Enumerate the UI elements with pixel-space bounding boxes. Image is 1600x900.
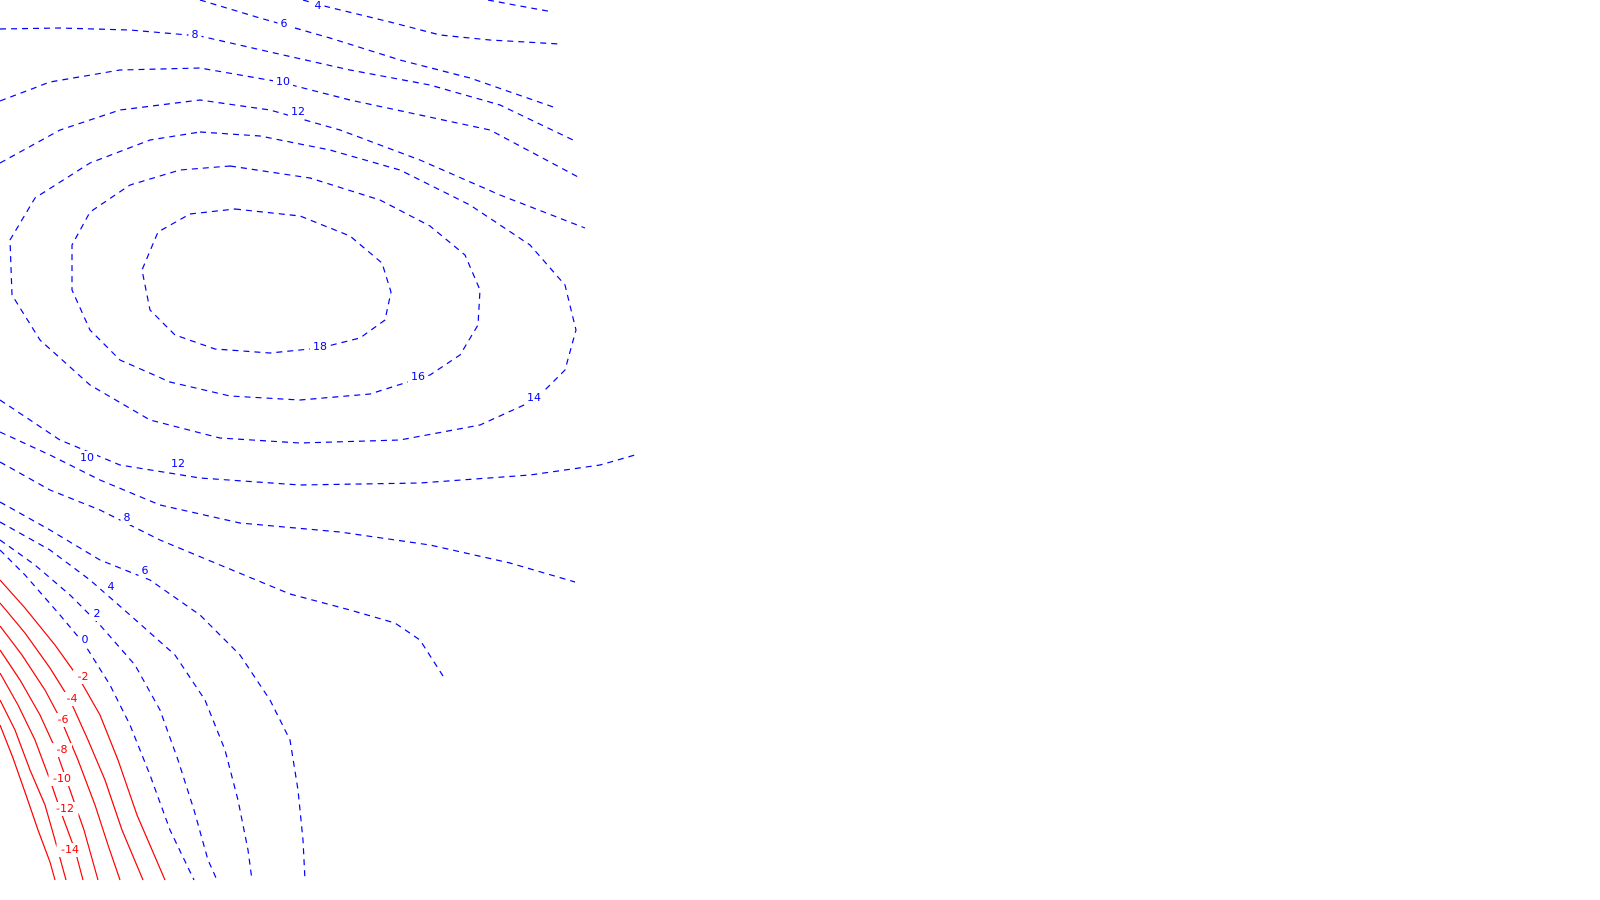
contour-label-10-2: 10 <box>80 451 94 464</box>
contour-label--6-1: -6 <box>58 713 69 726</box>
contour-label--14-1: -14 <box>61 843 79 856</box>
contour-label-bg--12-1 <box>51 802 79 816</box>
contour-label--2-1: -2 <box>78 670 89 683</box>
contour-label-bg--14-1 <box>56 843 84 857</box>
contour-label-6-2: 6 <box>142 564 149 577</box>
contour-line--14-1 <box>0 724 56 881</box>
contour-label-4-2: 4 <box>108 580 115 593</box>
contour-label-8-2: 8 <box>124 511 131 524</box>
contour-line-2-1 <box>0 539 218 881</box>
contour-label-bg-2-1 <box>90 607 104 621</box>
contour-label--12-1: -12 <box>56 802 74 815</box>
contour-line-12-1 <box>0 99 586 229</box>
contour-label-bg-8-2 <box>120 511 134 525</box>
contour-line-0-2 <box>487 0 554 13</box>
contour-label-4-1: 4 <box>315 0 322 12</box>
contour-label-bg--10-1 <box>48 772 76 786</box>
contour-lines <box>0 0 636 881</box>
contour-label-bg-6-2 <box>138 564 152 578</box>
contour-label-bg-4-1 <box>311 0 325 13</box>
contour-label-12-2: 12 <box>171 457 185 470</box>
contour-label-bg-16-1 <box>408 370 428 384</box>
contour-label-bg-12-2 <box>168 457 188 471</box>
contour-label--4-1: -4 <box>67 692 78 705</box>
contour-label-bg--2-1 <box>73 670 93 684</box>
contour-label--10-1: -10 <box>53 772 71 785</box>
contour-label-8-1: 8 <box>192 28 199 41</box>
contour-label-bg-18-1 <box>310 340 330 354</box>
contour-line-8-2 <box>0 461 444 677</box>
contour-line-12-2 <box>0 399 636 486</box>
contour-label-16-1: 16 <box>411 370 425 383</box>
contour-line-4-2 <box>0 521 253 881</box>
contour-label-bg-12-1 <box>288 105 308 119</box>
contour-line-16-1 <box>71 165 481 401</box>
contour-label-12-1: 12 <box>291 105 305 118</box>
contour-line--6-1 <box>0 625 121 881</box>
contour-line-8-1 <box>0 27 574 141</box>
contour-label-6-1: 6 <box>281 17 288 30</box>
contour-label-bg--4-1 <box>62 692 82 706</box>
contour-labels: 18 16 14 12 12 10 10 8 8 6 6 4 4 20 -2-4 -6 -8 -10 -12 -14 <box>48 0 544 857</box>
contour-label-10-1: 10 <box>276 75 290 88</box>
contour-line-6-1 <box>199 0 557 109</box>
contour-label--8-1: -8 <box>57 743 68 756</box>
contour-label-18-1: 18 <box>313 340 327 353</box>
contour-label-bg--8-1 <box>52 743 72 757</box>
contour-label-bg-4-2 <box>104 580 118 594</box>
contour-line--4-1 <box>0 602 144 881</box>
contour-label-bg-6-1 <box>277 17 291 31</box>
contour-label-2-1: 2 <box>94 607 101 620</box>
contour-label-bg--6-1 <box>53 713 73 727</box>
contour-line--2-1 <box>0 579 166 881</box>
contour-line-14-1 <box>9 131 577 444</box>
contour-line-10-2 <box>0 431 576 583</box>
contour-label-bg-10-1 <box>273 75 293 89</box>
contour-label-0-1: 0 <box>82 633 89 646</box>
contour-line-18-1 <box>141 208 392 354</box>
contour-line-10-1 <box>0 67 581 179</box>
contour-label-14-1: 14 <box>527 391 541 404</box>
contour-line-0-1 <box>0 549 195 881</box>
contour-label-bg-14-1 <box>524 391 544 405</box>
contour-label-bg-10-2 <box>77 451 97 465</box>
contour-label-bg-0-1 <box>78 633 92 647</box>
contour-label-bg-8-1 <box>188 28 202 42</box>
contour-line-6-2 <box>0 501 306 881</box>
